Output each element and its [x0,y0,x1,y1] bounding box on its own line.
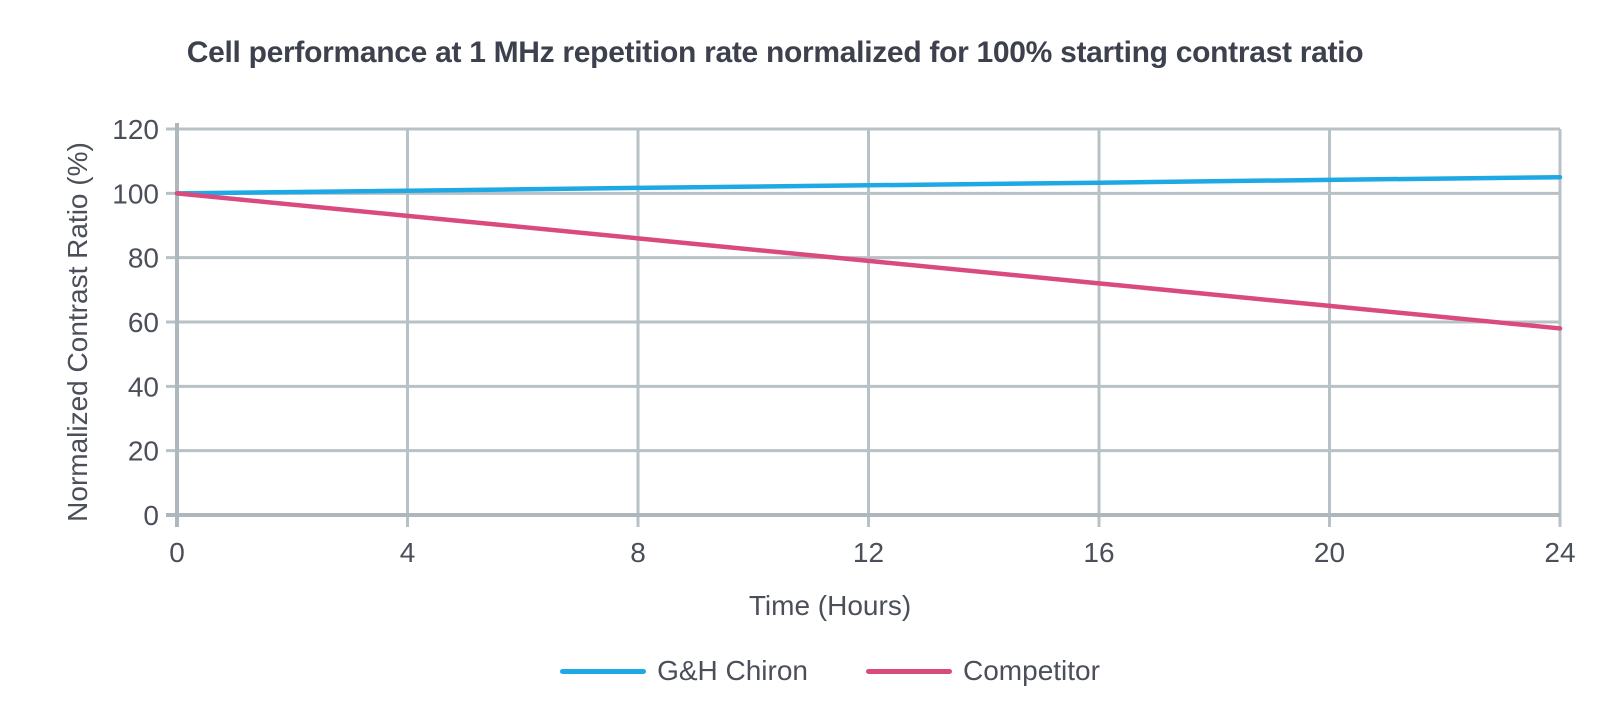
x-tick-label: 16 [1083,537,1114,568]
x-tick-label: 12 [853,537,884,568]
y-tick-label: 20 [128,436,159,467]
legend-swatch-gh-chiron [560,668,647,674]
series-line-1 [174,191,1563,331]
y-tick-label: 60 [128,307,159,338]
legend: G&H Chiron Competitor [177,655,1483,687]
x-tick-label: 4 [400,537,416,568]
y-tick-label: 100 [112,178,159,209]
legend-item-competitor: Competitor [866,655,1100,687]
series-line-0 [174,175,1563,196]
y-tick-label: 120 [112,114,159,145]
x-tick-label: 20 [1314,537,1345,568]
x-tick-label: 8 [630,537,646,568]
x-tick-label: 0 [169,537,185,568]
y-axis-title: Normalized Contrast Ratio (%) [62,142,93,522]
legend-label-competitor: Competitor [963,655,1100,686]
legend-item-gh-chiron: G&H Chiron [560,655,808,687]
y-tick-label: 0 [143,500,159,531]
x-axis-title: Time (Hours) [748,590,912,621]
chart-title: Cell performance at 1 MHz repetition rat… [186,36,1364,69]
x-tick-label: 24 [1544,537,1575,568]
y-tick-label: 40 [128,371,159,402]
legend-label-gh-chiron: G&H Chiron [657,655,808,686]
legend-swatch-competitor [866,668,952,674]
y-tick-label: 80 [128,243,159,274]
